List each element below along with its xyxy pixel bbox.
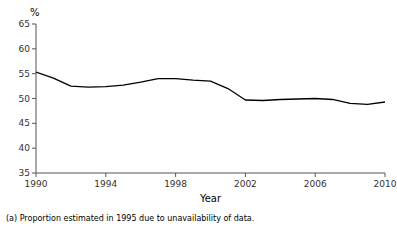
y-axis-label: % [30, 7, 40, 18]
x-tick [175, 173, 176, 177]
x-tick-label: 1994 [94, 179, 117, 189]
y-tick [32, 48, 36, 49]
data-line [36, 72, 385, 104]
y-tick [32, 173, 36, 174]
x-tick-label: 2010 [374, 179, 397, 189]
x-tick [105, 173, 106, 177]
y-tick-label: 55 [19, 69, 30, 79]
x-axis-label: Year [199, 193, 222, 204]
x-tick-label: 2002 [234, 179, 257, 189]
y-tick [32, 148, 36, 149]
footnote: (a) Proportion estimated in 1995 due to … [6, 214, 254, 223]
y-tick [32, 24, 36, 25]
y-tick-label: 35 [19, 168, 30, 178]
y-tick-label: 45 [19, 118, 30, 128]
y-tick [32, 123, 36, 124]
x-tick-label: 1990 [25, 179, 48, 189]
x-tick-label: 1998 [164, 179, 187, 189]
chart: 35 40 45 50 55 60 65 1990 1994 1998 2002 2006 2010% Y… [0, 0, 397, 227]
y-tick-label: 50 [19, 94, 31, 104]
plot-area [36, 72, 385, 104]
x-axis-line [36, 173, 385, 174]
x-tick [315, 173, 316, 177]
y-tick [32, 73, 36, 74]
y-tick [32, 98, 36, 99]
x-tick [36, 173, 37, 177]
x-tick [385, 173, 386, 177]
y-tick-label: 65 [19, 19, 30, 29]
x-tick-label: 2006 [304, 179, 327, 189]
y-tick-label: 60 [19, 44, 31, 54]
x-tick [245, 173, 246, 177]
axes: 35 40 45 50 55 60 65 1990 1994 1998 2002 2006 2010 [19, 19, 397, 189]
y-tick-label: 40 [19, 143, 31, 153]
